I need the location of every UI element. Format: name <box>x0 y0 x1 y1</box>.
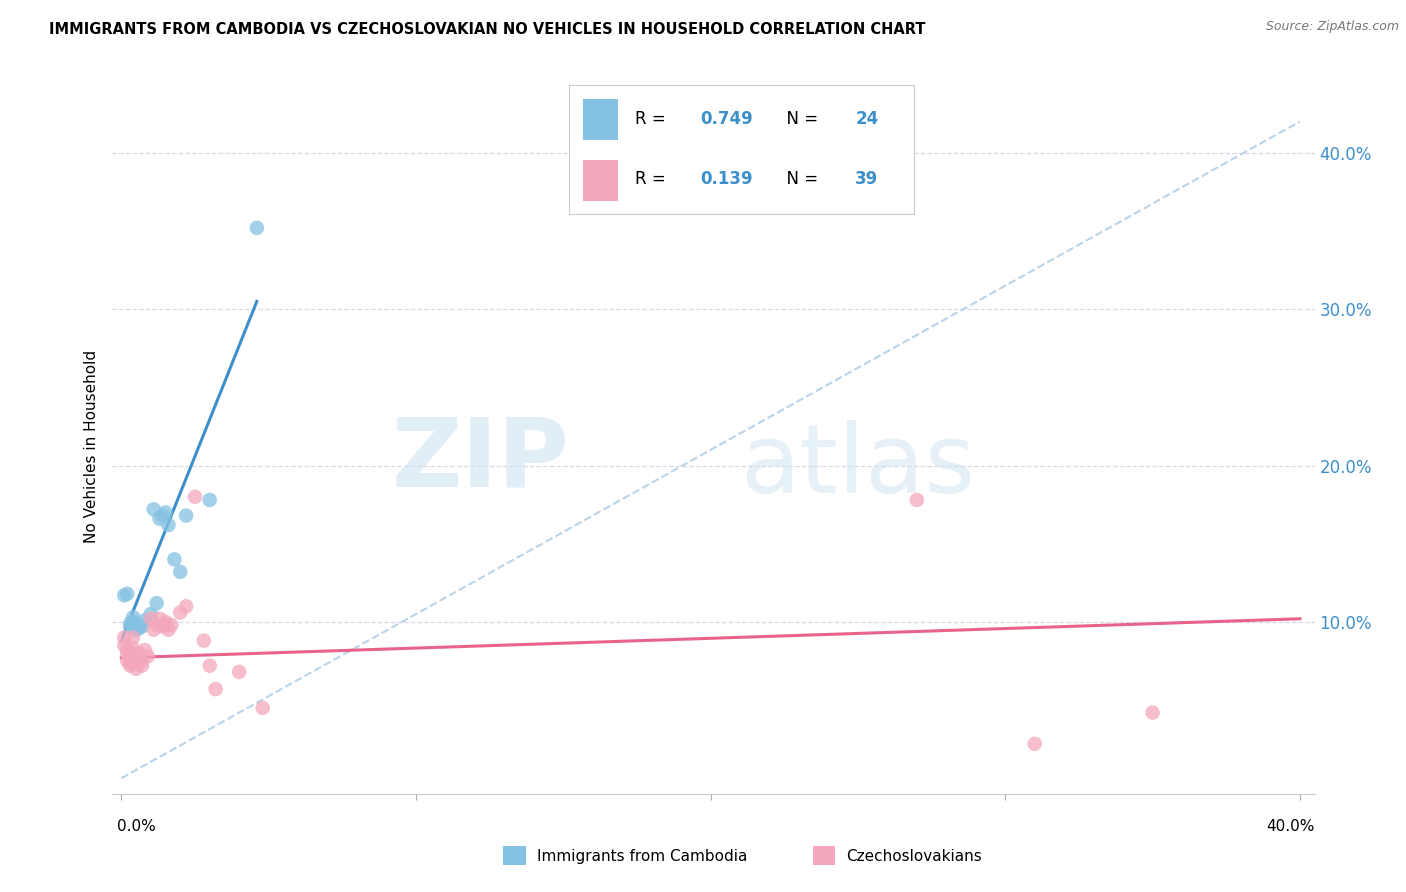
Point <box>120 658 142 673</box>
Point <box>128 654 150 668</box>
Point <box>120 616 142 631</box>
Point <box>204 682 226 697</box>
Point <box>169 606 191 620</box>
Point <box>136 649 159 664</box>
Point <box>246 220 269 235</box>
Point <box>149 612 172 626</box>
Point <box>120 656 142 670</box>
Point <box>142 623 165 637</box>
Text: Source: ZipAtlas.com: Source: ZipAtlas.com <box>1265 20 1399 33</box>
Text: R =: R = <box>636 170 671 188</box>
Text: IMMIGRANTS FROM CAMBODIA VS CZECHOSLOVAKIAN NO VEHICLES IN HOUSEHOLD CORRELATION: IMMIGRANTS FROM CAMBODIA VS CZECHOSLOVAK… <box>49 22 925 37</box>
Point <box>122 615 145 629</box>
Point <box>112 638 135 652</box>
Point <box>228 665 250 679</box>
Text: Immigrants from Cambodia: Immigrants from Cambodia <box>537 849 748 863</box>
Point <box>152 508 174 523</box>
Point <box>184 490 207 504</box>
Point <box>120 649 142 664</box>
Point <box>139 612 162 626</box>
Point <box>125 623 148 637</box>
Text: ZIP: ZIP <box>391 413 569 507</box>
Point <box>134 643 156 657</box>
Point <box>155 618 177 632</box>
Point <box>142 502 165 516</box>
Point <box>125 621 148 635</box>
Point <box>122 646 145 660</box>
Point <box>128 646 150 660</box>
Point <box>145 618 167 632</box>
Point <box>174 508 197 523</box>
Bar <box>583 160 617 202</box>
Point <box>120 619 142 633</box>
Text: 40.0%: 40.0% <box>1267 820 1315 834</box>
Point <box>131 658 153 673</box>
Text: N =: N = <box>776 110 824 128</box>
Point <box>145 596 167 610</box>
Point <box>115 587 138 601</box>
Text: 0.139: 0.139 <box>700 170 754 188</box>
Point <box>115 646 138 660</box>
Bar <box>583 99 617 140</box>
Point <box>131 619 153 633</box>
Point <box>139 607 162 621</box>
Point <box>163 552 186 566</box>
Point <box>125 662 148 676</box>
Text: 0.749: 0.749 <box>700 110 754 128</box>
Point <box>122 641 145 656</box>
Point <box>115 654 138 668</box>
Point <box>149 512 172 526</box>
Point <box>134 613 156 627</box>
Point <box>122 610 145 624</box>
Point <box>198 492 221 507</box>
Text: 24: 24 <box>855 110 879 128</box>
Point <box>128 618 150 632</box>
Point <box>198 658 221 673</box>
Point <box>128 621 150 635</box>
Text: N =: N = <box>776 170 824 188</box>
Point <box>1142 706 1164 720</box>
Text: Czechoslovakians: Czechoslovakians <box>846 849 983 863</box>
Point <box>160 618 183 632</box>
Text: 0.0%: 0.0% <box>117 820 156 834</box>
Point <box>131 654 153 668</box>
Point <box>169 565 191 579</box>
Point <box>155 505 177 519</box>
Text: atlas: atlas <box>740 420 976 514</box>
Point <box>115 643 138 657</box>
Point <box>112 588 135 602</box>
Point <box>157 518 180 533</box>
Text: R =: R = <box>636 110 671 128</box>
Point <box>152 619 174 633</box>
Point <box>193 633 215 648</box>
Point <box>112 631 135 645</box>
Point <box>1024 737 1046 751</box>
Point <box>122 631 145 645</box>
Point <box>252 701 274 715</box>
Text: 39: 39 <box>855 170 879 188</box>
Point <box>155 615 177 629</box>
Point <box>905 492 928 507</box>
Point <box>157 623 180 637</box>
Point <box>174 599 197 614</box>
Y-axis label: No Vehicles in Household: No Vehicles in Household <box>83 350 98 542</box>
Point <box>125 657 148 672</box>
